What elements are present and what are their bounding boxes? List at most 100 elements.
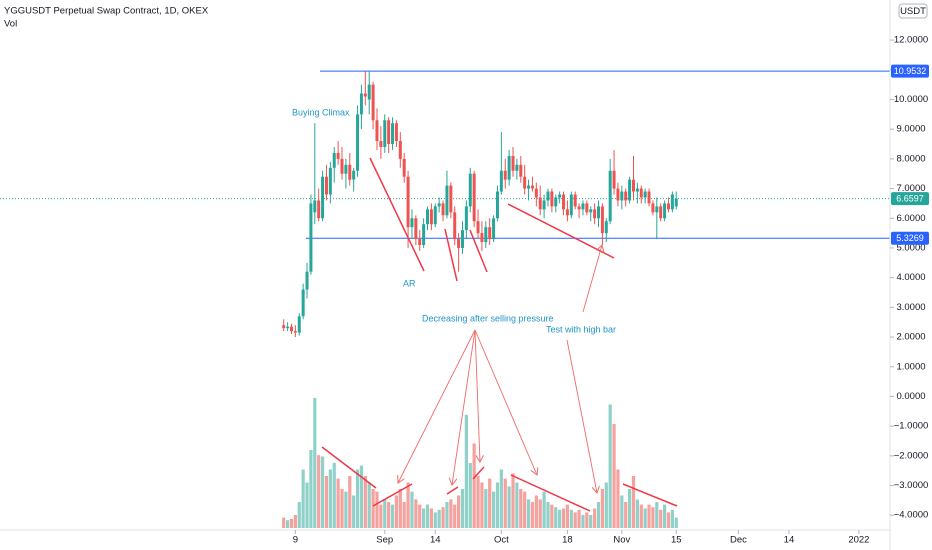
volume-bar — [344, 491, 348, 528]
volume-bar — [340, 489, 344, 528]
volume-bar — [289, 518, 294, 528]
y-tick-label: −3.0000 — [894, 480, 929, 491]
candle-body — [631, 179, 635, 192]
candle-body — [379, 141, 383, 147]
volume-bar — [355, 469, 360, 528]
arrows — [398, 245, 602, 493]
candle-body — [383, 120, 387, 147]
candle-body — [297, 316, 301, 333]
candle-body — [441, 203, 445, 216]
candle-body — [635, 188, 639, 192]
trendline — [369, 157, 425, 272]
annotation: AR — [403, 278, 416, 288]
volume-bar — [324, 476, 329, 528]
volume-bar — [402, 502, 406, 528]
volume-bar — [394, 495, 399, 528]
level-badge — [891, 64, 929, 78]
candle-body — [542, 200, 546, 210]
currency[interactable]: USDT — [900, 6, 926, 17]
candle-body — [460, 230, 464, 248]
candle-body — [356, 114, 360, 171]
volume-bar — [659, 509, 663, 528]
candle-body — [554, 197, 558, 207]
volume-bar — [569, 509, 573, 528]
candle-body — [332, 152, 336, 168]
candle-body — [647, 191, 651, 204]
candle-body — [604, 221, 608, 234]
candle-body — [464, 206, 468, 231]
volume-bar — [670, 509, 674, 528]
candle-body — [433, 206, 437, 225]
volume-bar — [554, 507, 558, 528]
volume-bar — [484, 489, 488, 528]
volume-bar — [429, 508, 433, 528]
volume-bar — [445, 502, 449, 528]
volume-bar — [352, 495, 356, 528]
y-tick-label: 9.0000 — [896, 124, 925, 135]
volume-bar — [519, 489, 523, 528]
volume-bar — [651, 507, 655, 528]
volume-bar — [383, 499, 387, 528]
level-label: 10.9532 — [894, 66, 927, 76]
volume-bar — [480, 482, 484, 528]
candle-body — [515, 164, 519, 171]
candle-body — [468, 173, 472, 207]
candle-body — [616, 188, 620, 201]
volume-bar — [301, 469, 305, 528]
volume-bar — [639, 504, 643, 528]
volume-bar — [635, 499, 639, 528]
volume-bar — [406, 482, 410, 528]
x-tick-label: 14 — [430, 535, 441, 546]
candle-body — [445, 185, 449, 216]
y-tick-label: 5.0000 — [896, 242, 925, 253]
last-price-label: 6.6597 — [896, 194, 924, 204]
candle-body — [550, 191, 554, 207]
currency-box[interactable] — [898, 3, 928, 19]
y-tick-label: 2.0000 — [896, 332, 925, 343]
candle-body — [453, 212, 457, 240]
candle-body — [367, 84, 371, 100]
volume-bar — [282, 517, 286, 528]
y-tick-label: 0.0000 — [896, 391, 925, 402]
candle-body — [600, 206, 604, 234]
candle-body — [492, 218, 496, 240]
y-tick-label: 1.0000 — [896, 361, 925, 372]
x-tick-label: Dec — [730, 535, 747, 546]
candle-body — [348, 164, 352, 180]
x-tick-label: 14 — [784, 535, 795, 546]
volume-bar — [425, 504, 430, 528]
candle-body — [589, 209, 593, 213]
volume-bar — [464, 414, 468, 528]
trendline — [444, 228, 458, 282]
volume-bar — [313, 398, 317, 528]
candle-body — [394, 123, 398, 142]
volume-bar — [507, 486, 511, 528]
volume-bar — [305, 482, 309, 528]
arrow — [398, 329, 476, 483]
x-tick-label: Oct — [494, 535, 509, 546]
candle-body — [426, 209, 430, 225]
trendline — [472, 466, 485, 480]
candle-body — [655, 206, 659, 213]
volume-bar — [441, 507, 445, 528]
x-tick-label: 18 — [562, 535, 573, 546]
volume-bar — [457, 495, 461, 528]
volume-bar — [328, 469, 332, 528]
candle-body — [317, 200, 321, 219]
candle-body — [670, 194, 674, 210]
volume-bar — [367, 482, 371, 528]
annotation: Test with high bar — [546, 324, 616, 334]
candle-body — [321, 176, 325, 219]
candle-body — [344, 164, 348, 174]
candle-body — [608, 170, 612, 222]
candle-body — [573, 194, 577, 207]
y-tick-label: −2.0000 — [894, 450, 929, 461]
arrow — [582, 245, 602, 313]
arrow — [566, 339, 597, 493]
candle-body — [286, 326, 290, 329]
volume-bar — [491, 491, 496, 528]
volume-bar — [410, 491, 414, 528]
volume-bar — [433, 512, 437, 528]
candle-body — [569, 194, 573, 216]
volume-bar — [320, 456, 325, 528]
